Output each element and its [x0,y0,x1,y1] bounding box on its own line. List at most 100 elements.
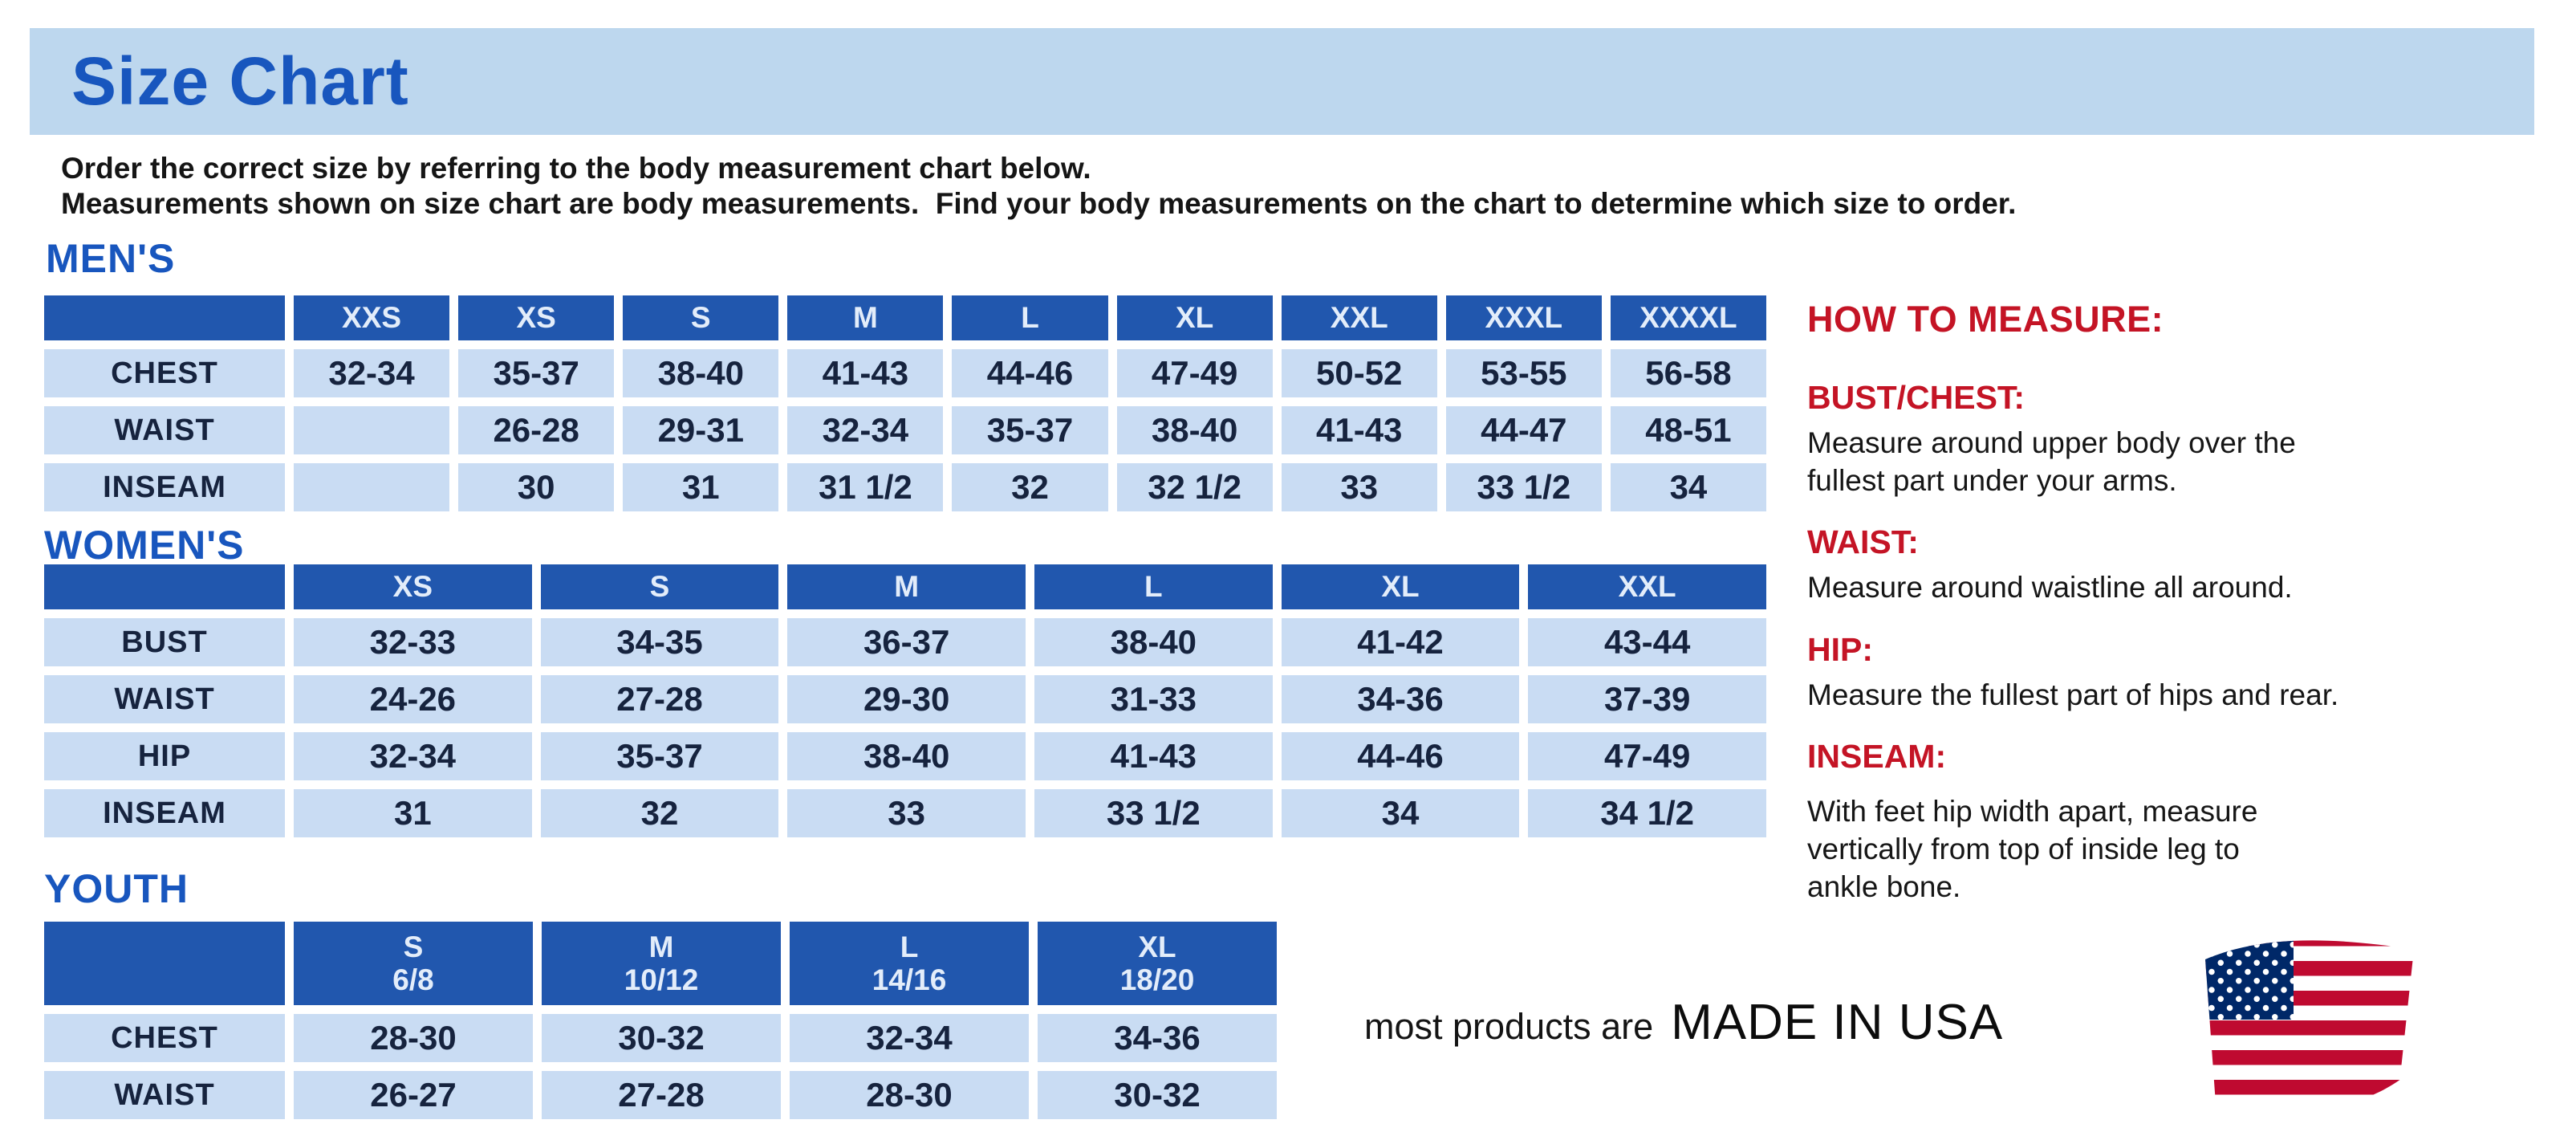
size-value-cell: 33 1/2 [1445,463,1602,511]
measure-item-waist: WAIST: Measure around waistline all arou… [1807,523,2562,607]
measure-label: WAIST: [1807,523,1919,561]
row-label-cell: BUST [44,618,285,666]
youth-size-table: S 6/8 M 10/12 L 14/16 XL 18/20 CHEST 28-30 30-32 32… [44,922,1277,1119]
size-value-cell: 44-47 [1445,406,1602,454]
size-value-cell: 30-32 [1038,1071,1277,1119]
size-value-cell: 34 1/2 [1528,789,1766,837]
size-value-cell: 31 [623,463,779,511]
size-value-cell: 34 [1610,463,1766,511]
size-value-cell: 30-32 [542,1014,781,1062]
size-label: L [900,930,919,963]
size-value-cell: 33 [1281,463,1437,511]
size-label: S [403,930,424,963]
column-header-cell: XXXL [1445,295,1602,340]
column-header-cell: M [787,564,1026,609]
column-header-cell: XXL [1528,564,1766,609]
intro-line-1: Order the correct size by referring to t… [61,152,1091,185]
row-label-cell: INSEAM [44,463,285,511]
womens-section-heading: WOMEN'S [44,523,245,568]
column-header-cell: S 6/8 [294,922,533,1005]
row-label-cell: INSEAM [44,789,285,837]
column-header-cell: L 14/16 [790,922,1029,1005]
size-value-cell: 50-52 [1281,349,1437,397]
how-to-measure-heading: HOW TO MEASURE: [1807,299,2164,340]
how-to-measure-section: HOW TO MEASURE: BUST/CHEST: Measure arou… [1807,299,2562,906]
measure-text: Measure around upper body over the fulle… [1807,426,2296,497]
size-value-cell: 29-30 [787,675,1026,723]
column-header-cell: L [1034,564,1273,609]
measure-text: Measure around waistline all around. [1807,571,2293,605]
row-label-cell: WAIST [44,1071,285,1119]
measure-label: INSEAM: [1807,738,1947,776]
range-label: 18/20 [1119,963,1195,996]
made-in-usa-line: most products are MADE IN USA [1364,994,2003,1051]
mens-size-table: XXS XS S M L XL XXL XXXL XXXXL CHEST 32-34 35-37 38-… [44,295,1766,511]
size-value-cell: 32-33 [294,618,532,666]
size-value-cell: 31 1/2 [787,463,944,511]
measure-label: HIP: [1807,630,1873,668]
size-value-cell: 41-43 [787,349,944,397]
size-value-cell: 53-55 [1445,349,1602,397]
range-label: 10/12 [624,963,699,996]
size-value-cell: 32-34 [294,349,450,397]
size-value-cell: 30 [458,463,615,511]
column-header-cell: XL 18/20 [1038,922,1277,1005]
size-value-cell: 29-31 [623,406,779,454]
size-value-cell: 24-26 [294,675,532,723]
column-header-cell: XXXXL [1610,295,1766,340]
size-value-cell: 28-30 [294,1014,533,1062]
size-value-cell: 32-34 [787,406,944,454]
corner-cell [44,564,285,609]
size-value-cell: 47-49 [1528,732,1766,780]
size-value-cell: 35-37 [458,349,615,397]
row-label-cell: CHEST [44,349,285,397]
size-value-cell: 41-42 [1281,618,1520,666]
size-value-cell: 37-39 [1528,675,1766,723]
column-header-cell: S [623,295,779,340]
size-value-cell: 47-49 [1116,349,1273,397]
row-label-cell: WAIST [44,675,285,723]
page-title: Size Chart [71,43,409,119]
size-value-cell: 56-58 [1610,349,1766,397]
measure-item-bust-chest: BUST/CHEST: Measure around upper body ov… [1807,379,2562,499]
size-value-cell: 44-46 [952,349,1108,397]
mens-section-heading: MEN'S [46,236,176,281]
column-header-cell: XXL [1281,295,1437,340]
size-value-cell: 48-51 [1610,406,1766,454]
size-value-cell: 31 [294,789,532,837]
column-header-cell: S [540,564,779,609]
range-label: 14/16 [872,963,947,996]
made-in-usa-text: MADE IN USA [1671,995,2004,1050]
column-header-cell: M 10/12 [542,922,781,1005]
column-header-cell: XXS [294,295,450,340]
size-value-cell: 38-40 [787,732,1026,780]
size-value-cell: 44-46 [1281,732,1520,780]
size-value-cell: 33 [787,789,1026,837]
row-label-cell: CHEST [44,1014,285,1062]
column-header-cell: XL [1281,564,1520,609]
column-header-cell: XL [1116,295,1273,340]
column-header-cell: XS [294,564,532,609]
size-value-cell: 35-37 [540,732,779,780]
size-value-cell: 35-37 [952,406,1108,454]
measure-text: Measure the fullest part of hips and rea… [1807,678,2339,711]
measure-item-hip: HIP: Measure the fullest part of hips an… [1807,631,2562,715]
column-header-cell: XS [458,295,615,340]
size-value-cell: 34-36 [1038,1014,1277,1062]
size-value-cell [294,406,450,454]
size-label: XL [1138,930,1176,963]
size-value-cell: 38-40 [623,349,779,397]
size-value-cell: 26-28 [458,406,615,454]
size-value-cell: 43-44 [1528,618,1766,666]
womens-size-table: XS S M L XL XXL BUST 32-33 34-35 36-37 38-40 41-42 4… [44,564,1766,837]
size-label: M [648,930,674,963]
range-label: 6/8 [392,963,434,996]
measure-item-inseam: INSEAM: With feet hip width apart, measu… [1807,738,2562,906]
row-label-cell: HIP [44,732,285,780]
size-value-cell: 26-27 [294,1071,533,1119]
title-band: Size Chart [30,28,2534,135]
size-value-cell: 33 1/2 [1034,789,1273,837]
size-value-cell: 34-36 [1281,675,1520,723]
column-header-cell: L [952,295,1108,340]
